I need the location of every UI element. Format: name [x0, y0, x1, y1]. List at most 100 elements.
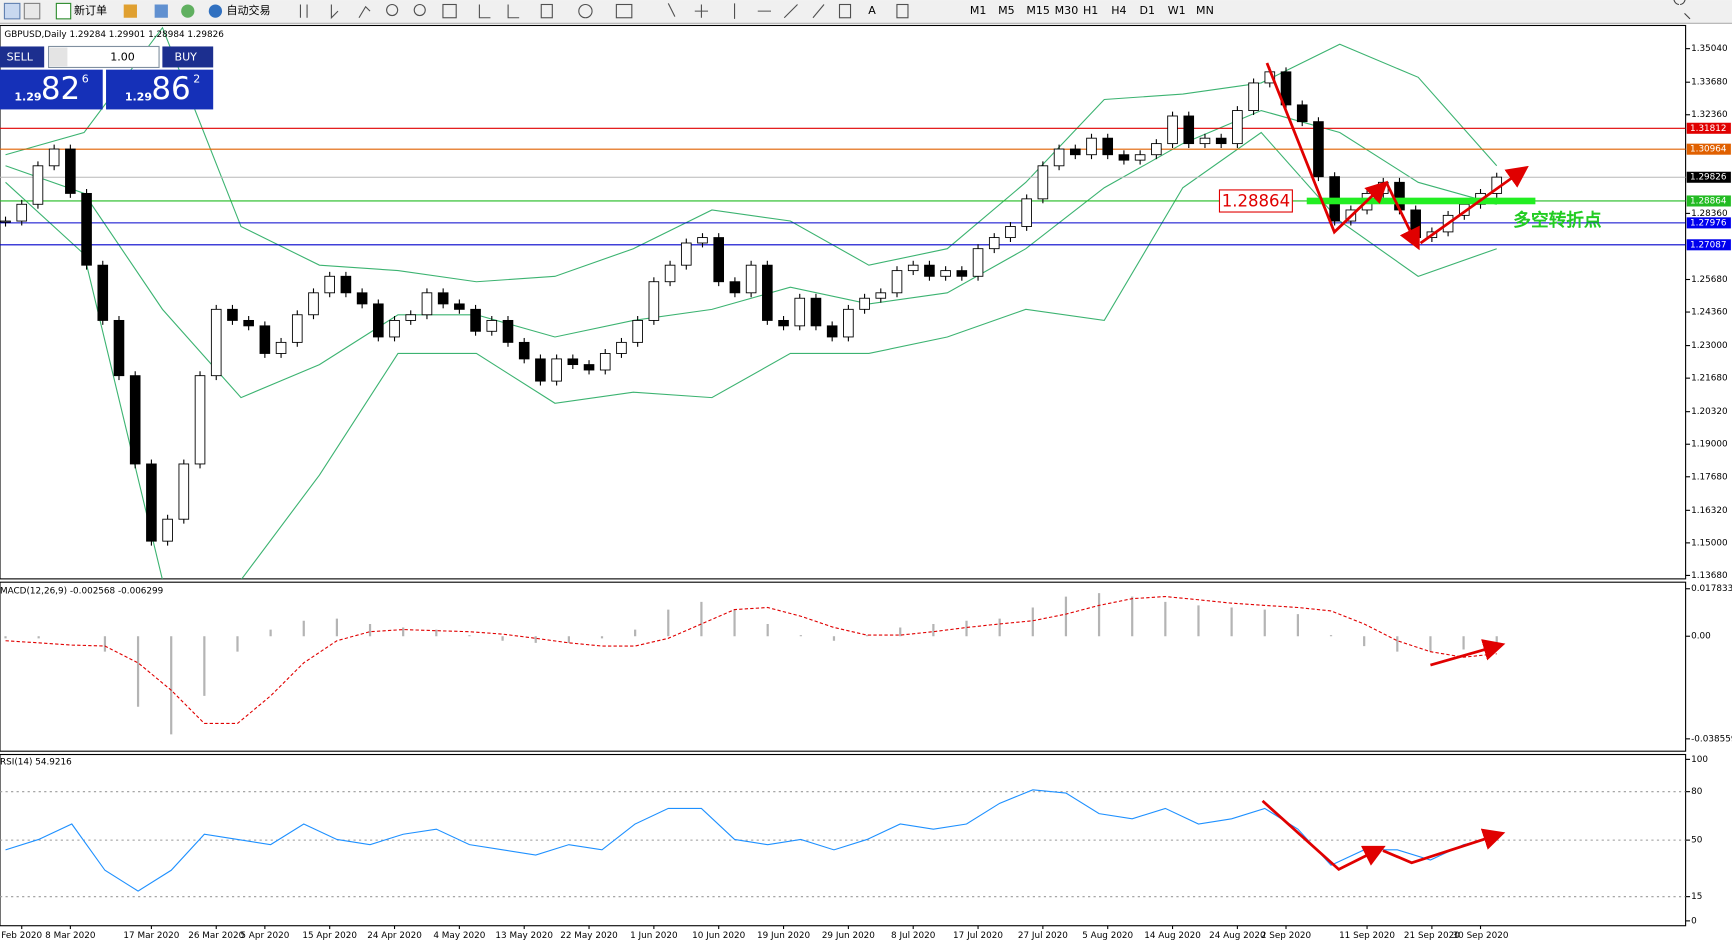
- x-tick-label: 17 Mar 2020: [123, 931, 179, 941]
- candle-body: [745, 264, 757, 294]
- sell-button[interactable]: [0, 46, 45, 68]
- timeframe-button[interactable]: W1: [1168, 4, 1186, 17]
- candle-body: [210, 308, 222, 377]
- buy-label[interactable]: BUY: [175, 51, 198, 64]
- x-tick-label: 13 May 2020: [495, 931, 553, 941]
- buy-price-box[interactable]: [106, 69, 214, 110]
- timeframe-button[interactable]: M5: [998, 4, 1015, 17]
- lot-down[interactable]: [49, 47, 68, 67]
- timeframe-button[interactable]: M1: [970, 4, 987, 17]
- timeframe-button[interactable]: M15: [1026, 4, 1050, 17]
- icon[interactable]: [3, 2, 21, 20]
- candle-body: [972, 248, 984, 277]
- new-order-button[interactable]: 新订单: [74, 3, 107, 17]
- candle-body: [729, 281, 741, 294]
- one-click-trading: SELL 1.00 BUY 1.29 82 6 1.29 86 2: [0, 45, 214, 110]
- candle-body: [1151, 143, 1162, 156]
- timeframe-button[interactable]: MN: [1196, 4, 1214, 17]
- icon[interactable]: [23, 2, 41, 20]
- candle-body: [1199, 137, 1211, 145]
- templates[interactable]: [615, 3, 633, 19]
- buy-price-big: 86: [151, 71, 190, 107]
- band-lower: [5, 131, 1497, 579]
- arrow: [1385, 181, 1420, 251]
- candle-body: [1296, 104, 1308, 123]
- candle-body: [907, 264, 919, 272]
- candle-body: [924, 264, 935, 277]
- candle-body: [632, 319, 643, 343]
- candle-body: [1215, 137, 1227, 145]
- x-tick-label: 8 Jul 2020: [891, 931, 936, 941]
- candle-body: [762, 264, 773, 321]
- tool-icons: [299, 3, 909, 20]
- icon[interactable]: [154, 4, 168, 18]
- candle-body: [1005, 226, 1016, 239]
- timeframe-button[interactable]: H1: [1083, 4, 1098, 17]
- y-tick-label: 1.16320: [1691, 506, 1728, 516]
- zoom-out[interactable]: [413, 3, 426, 17]
- candle-body: [113, 319, 125, 377]
- zoom-in[interactable]: [386, 3, 399, 17]
- sell-price-box[interactable]: [0, 69, 103, 110]
- auto-trading-button[interactable]: 自动交易: [226, 3, 270, 17]
- candle-body: [178, 463, 190, 520]
- candle-body: [373, 303, 384, 338]
- icon[interactable]: [181, 4, 195, 18]
- lot-value[interactable]: 1.00: [110, 51, 135, 64]
- text-tool[interactable]: [896, 3, 909, 19]
- arrow: [1382, 828, 1506, 865]
- x-tick-label: 22 May 2020: [560, 931, 618, 941]
- y-tick-label: 1.35040: [1691, 44, 1728, 54]
- y-tick-label: 1.19000: [1691, 440, 1728, 450]
- icon[interactable]: [123, 4, 137, 18]
- candle-body: [1037, 165, 1049, 200]
- candle-body: [583, 364, 595, 371]
- x-tick-label: 24 Aug 2020: [1209, 931, 1266, 941]
- candle-body: [1069, 148, 1081, 156]
- x-tick-label: Feb 2020: [1, 931, 42, 941]
- candle-body: [1167, 115, 1178, 145]
- x-tick-label: 24 Apr 2020: [367, 931, 422, 941]
- x-tick-label: 4 May 2020: [433, 931, 485, 941]
- search-icon[interactable]: [1673, 0, 1691, 20]
- timeframe-button[interactable]: M30: [1055, 4, 1079, 17]
- candle-body: [599, 353, 611, 371]
- x-tick-label: 14 Aug 2020: [1144, 931, 1201, 941]
- candle-body: [843, 308, 854, 338]
- chart-type-icons[interactable]: [299, 4, 371, 20]
- indicators[interactable]: [540, 3, 553, 19]
- timeframes: M1 M5 M15 M30 H1 H4 D1 W1 MN: [970, 4, 1214, 17]
- arrow: [1261, 799, 1386, 872]
- candle-body: [988, 237, 1000, 250]
- y-tick-label: 0.017833: [1691, 584, 1732, 594]
- candle-body: [356, 292, 368, 305]
- timeframe-button[interactable]: D1: [1139, 4, 1155, 17]
- sell-label[interactable]: SELL: [7, 51, 34, 64]
- candle-body: [518, 341, 530, 360]
- x-tick-label: 8 Mar 2020: [45, 931, 96, 941]
- fibo[interactable]: [838, 3, 852, 19]
- text-label-tool[interactable]: A: [868, 4, 876, 17]
- candle-body: [129, 375, 141, 465]
- rsi-panel: [0, 753, 1687, 927]
- y-tick-label: 1.23000: [1691, 341, 1728, 351]
- candle-body: [794, 297, 806, 327]
- candle-body: [891, 270, 903, 294]
- tile[interactable]: [442, 3, 457, 19]
- periods[interactable]: [578, 3, 593, 19]
- draw-tools[interactable]: [478, 3, 825, 19]
- candle-body: [340, 275, 352, 294]
- timeframe-button[interactable]: H4: [1111, 4, 1126, 17]
- y-tick-label: 50: [1691, 836, 1703, 846]
- candle-body: [1183, 115, 1195, 145]
- candle-body: [486, 319, 498, 332]
- lot-input[interactable]: [48, 45, 160, 69]
- price-panel: [0, 24, 1687, 580]
- auto-trading-icon[interactable]: [208, 4, 223, 18]
- buy-button[interactable]: [162, 46, 214, 68]
- y-tick-label: 1.25680: [1691, 275, 1728, 285]
- new-order-icon[interactable]: [55, 2, 72, 20]
- x-tick-label: 5 Apr 2020: [240, 931, 289, 941]
- rsi-line: [5, 789, 1497, 892]
- chart-header: GBPUSD,Daily 1.29284 1.29901 1.28984 1.2…: [4, 30, 224, 40]
